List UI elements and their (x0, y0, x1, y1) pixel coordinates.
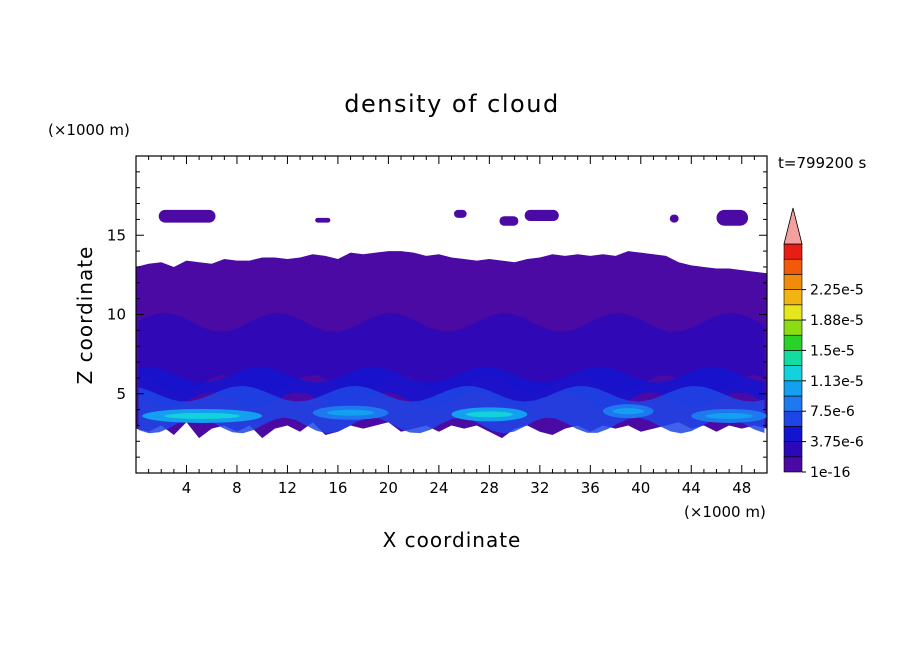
bright-core-5 (705, 412, 753, 419)
colorbar: 1e-16 3.75e-6 7.5e-6 1.13e-5 1.5e-5 1.88e-5 2.… (783, 207, 864, 481)
x-tick-label: 32 (530, 479, 549, 497)
cloud-density-field (136, 209, 767, 439)
x-tick-label: 48 (732, 479, 751, 497)
upper-cloud-patch-3 (454, 209, 467, 218)
chart-title: density of cloud (344, 90, 559, 118)
colorbar-swatch (783, 243, 803, 260)
x-tick-label: 36 (581, 479, 600, 497)
bright-core-4 (612, 408, 644, 415)
colorbar-swatch (783, 441, 803, 458)
y-axis-unit: (×1000 m) (48, 121, 130, 139)
colorbar-swatch (783, 319, 803, 336)
colorbar-label: 2.25e-5 (810, 283, 864, 299)
colorbar-label: 1.5e-5 (810, 343, 855, 359)
colorbar-swatch (783, 289, 803, 306)
x-tick-label: 44 (682, 479, 701, 497)
upper-cloud-patch-1 (158, 209, 216, 223)
colorbar-label: 7.5e-6 (810, 404, 855, 420)
colorbar-swatch (783, 395, 803, 412)
y-tick-label: 5 (116, 385, 126, 403)
upper-cloud-patch-7 (716, 209, 749, 226)
x-tick-label: 20 (379, 479, 398, 497)
colorbar-label: 3.75e-6 (810, 435, 864, 451)
x-tick-label: 8 (232, 479, 242, 497)
upper-cloud-patch-5 (524, 209, 559, 221)
colorbar-label: 1.88e-5 (810, 313, 864, 329)
colorbar-swatch (783, 410, 803, 427)
colorbar-label: 1.13e-5 (810, 374, 864, 390)
y-axis-label: Z coordinate (73, 246, 97, 385)
y-tick-label: 10 (107, 306, 126, 324)
x-axis-unit: (×1000 m) (684, 503, 766, 521)
colorbar-swatch (783, 258, 803, 275)
x-tick-label: 4 (182, 479, 192, 497)
upper-cloud-patch-4 (499, 216, 519, 226)
upper-cloud-patch-2 (315, 217, 331, 223)
colorbar-swatch (783, 365, 803, 382)
x-tick-label: 28 (480, 479, 499, 497)
x-axis-label: X coordinate (383, 528, 522, 552)
x-tick-label: 24 (429, 479, 448, 497)
bright-core-2 (326, 409, 375, 416)
bright-core-3 (465, 411, 514, 418)
time-label: t=799200 s (778, 154, 866, 172)
x-tick-label: 16 (328, 479, 347, 497)
colorbar-extend-arrow (783, 207, 803, 245)
colorbar-swatch (783, 334, 803, 351)
x-tick-label: 40 (631, 479, 650, 497)
colorbar-swatch (783, 456, 803, 473)
colorbar-swatch (783, 380, 803, 397)
upper-cloud-patch-6 (669, 214, 679, 223)
bright-core-1 (164, 412, 240, 419)
x-tick-label: 12 (278, 479, 297, 497)
colorbar-label: 1e-16 (810, 465, 850, 481)
colorbar-swatch (783, 274, 803, 290)
colorbar-swatch (783, 350, 803, 366)
cloud-band-3 (138, 385, 765, 434)
colorbar-swatch (783, 426, 803, 442)
colorbar-swatch (783, 304, 803, 321)
y-tick-label: 15 (107, 226, 126, 244)
